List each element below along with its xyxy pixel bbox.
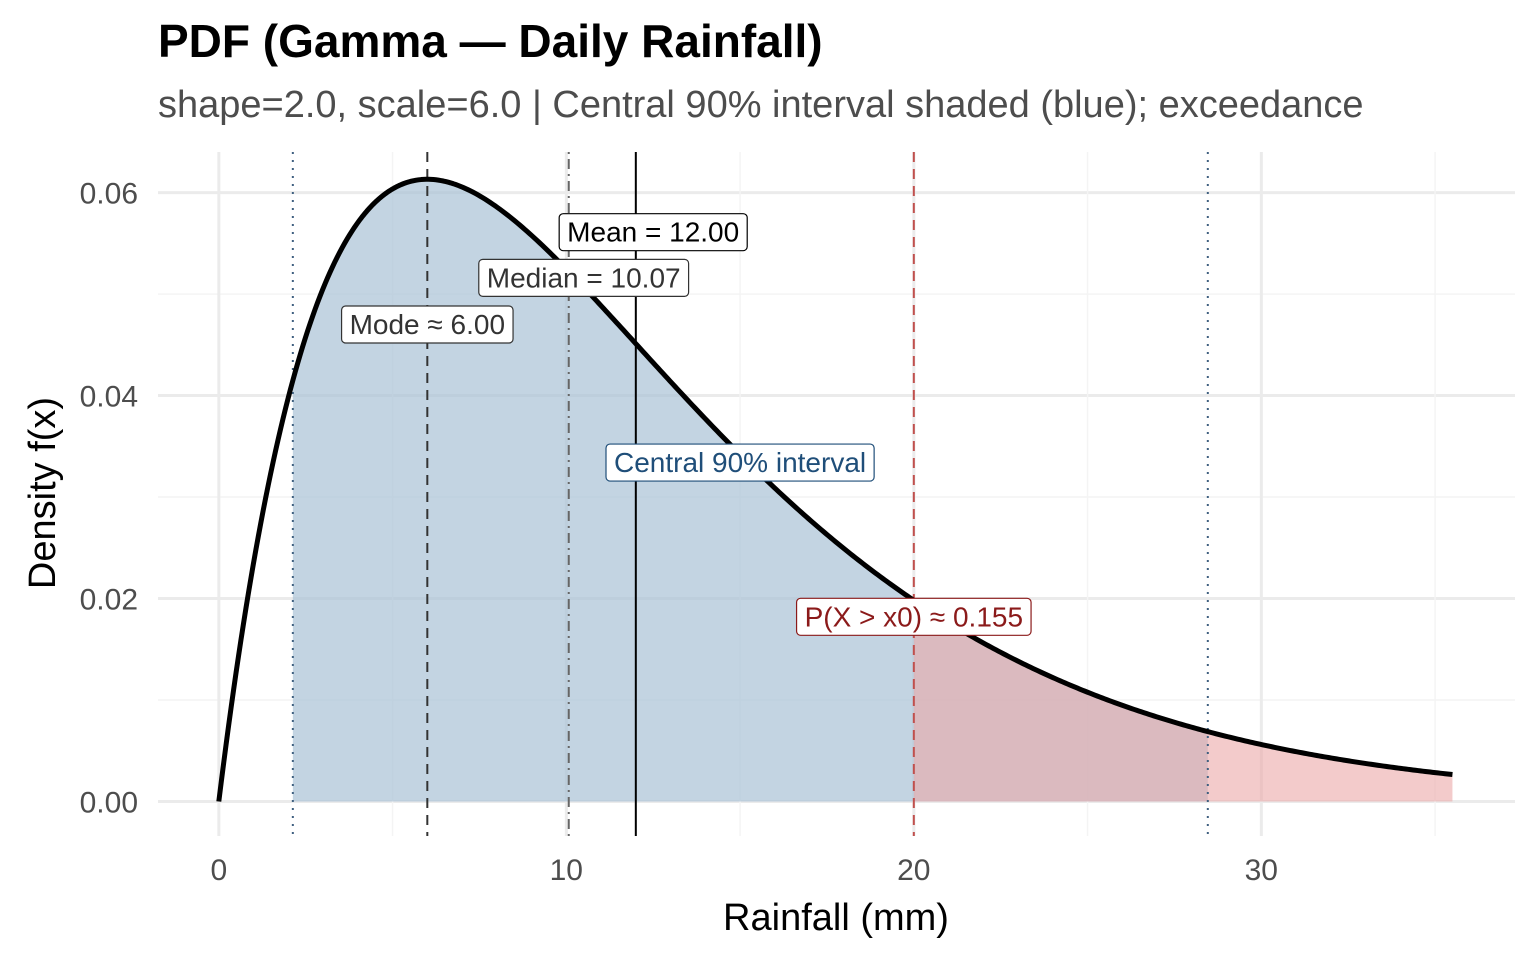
area-fills (292, 179, 1453, 802)
annotation-label: Median = 10.07 (478, 258, 690, 297)
annotation-label: Central 90% interval (605, 443, 875, 482)
annotation-text: Mean = 12.00 (567, 217, 739, 248)
density-curve (216, 176, 1453, 802)
chart-subtitle: shape=2.0, scale=6.0 | Central 90% inter… (158, 84, 1364, 126)
annotation-box (478, 258, 690, 297)
annotation-label: Mode ≈ 6.00 (340, 305, 514, 344)
annotation-box (340, 305, 514, 344)
y-axis-label: Density f(x) (22, 397, 64, 589)
annotation-label: P(X > x0) ≈ 0.155 (795, 597, 1032, 636)
x-axis-label: Rainfall (mm) (723, 897, 949, 939)
y-tick-label: 0.06 (80, 178, 138, 211)
x-tick-label: 0 (210, 854, 227, 887)
annotation-box (795, 597, 1032, 636)
annotation-box (605, 443, 875, 482)
annotation-label: Mean = 12.00 (558, 213, 748, 252)
y-tick-label: 0.04 (80, 381, 138, 414)
x-tick-label: 30 (1245, 854, 1278, 887)
annotation-text: Median = 10.07 (487, 262, 681, 293)
annotation-box (558, 213, 748, 252)
x-tick-label: 20 (897, 854, 930, 887)
y-tick-label: 0.00 (80, 786, 138, 819)
annotation-text: Central 90% interval (614, 447, 866, 478)
x-tick-label: 10 (550, 854, 583, 887)
chart-title: PDF (Gamma — Daily Rainfall) (158, 15, 823, 67)
annotations: Mean = 12.00 Median = 10.07 Mode ≈ 6.00 Cen… (340, 213, 1032, 636)
annotation-text: Mode ≈ 6.00 (350, 309, 505, 340)
annotation-text: P(X > x0) ≈ 0.155 (805, 601, 1023, 632)
tick-labels: 0 10 20 30 0.00 0.02 0.04 0.06 (80, 178, 1278, 887)
curve-layer (216, 176, 1453, 802)
y-tick-label: 0.02 (80, 584, 138, 617)
exceedance-area (913, 600, 1453, 802)
